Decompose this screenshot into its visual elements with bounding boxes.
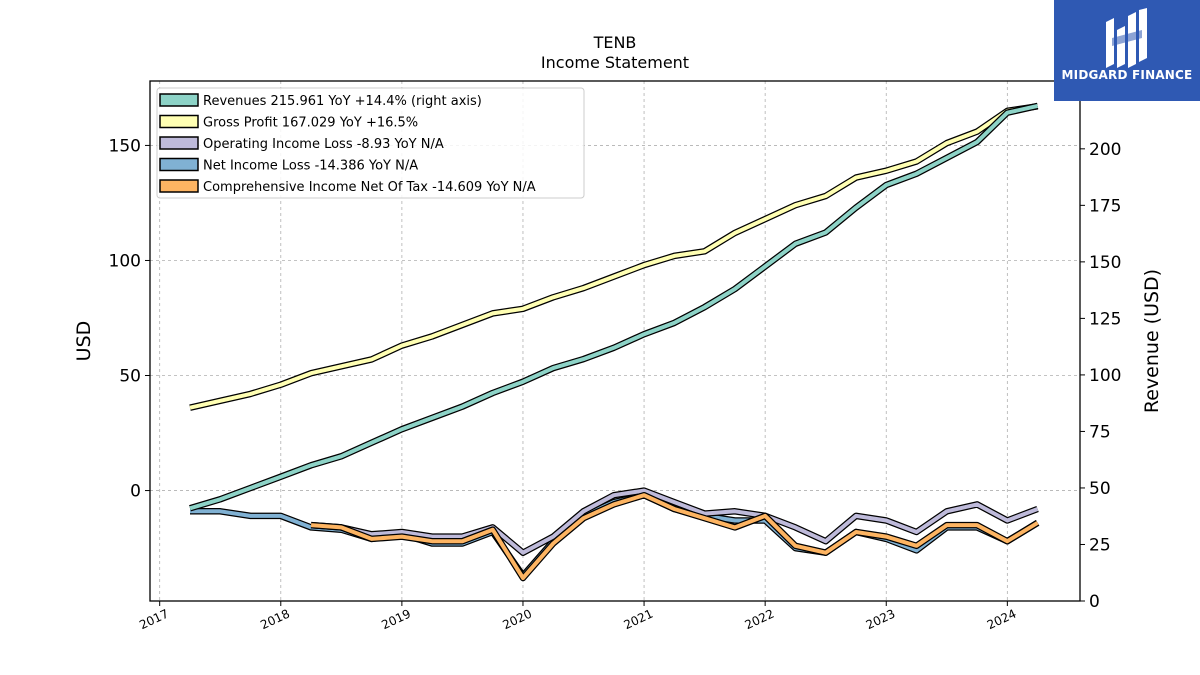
legend-box [156, 87, 585, 199]
legend-entry: Comprehensive Income Net Of Tax -14.609 … [203, 180, 536, 195]
y2-tick-label: 0 [1089, 592, 1100, 612]
y2-tick-label: 150 [1089, 253, 1121, 273]
y2-tick-label: 50 [1089, 479, 1111, 499]
legend-entry: Net Income Loss -14.386 YoY N/A [203, 159, 418, 174]
legend-entry: Operating Income Loss -8.93 YoY N/A [203, 137, 444, 152]
series-line-gross-profit [189, 104, 1038, 410]
chart-title: TENB [593, 33, 637, 52]
legend-swatch [159, 136, 199, 150]
y-tick-label: 0 [130, 482, 141, 502]
x-tick-label: 2024 [985, 607, 1019, 633]
midgard-logo-icon [1106, 8, 1147, 68]
logo-text: MIDGARD FINANCE [1061, 68, 1193, 82]
y-tick-label: 50 [119, 367, 141, 387]
y2-tick-label: 175 [1089, 196, 1121, 216]
x-tick-label: 2017 [137, 607, 171, 633]
legend-swatch [159, 179, 199, 193]
y2-tick-label: 75 [1089, 422, 1111, 442]
series-layer [189, 102, 1040, 582]
axes-layer: 0 50 100 150 2017 2018 2019 2020 2021 2022 2023 202… [109, 136, 1122, 632]
y-tick-label: 150 [109, 136, 141, 156]
legend: Revenues 215.961 YoY +14.4% (right axis)… [156, 87, 585, 199]
y2-tick-label: 25 [1089, 535, 1111, 555]
chart-subtitle: Income Statement [541, 53, 689, 72]
y2-tick-label: 125 [1089, 309, 1121, 329]
legend-swatch [159, 157, 199, 172]
x-tick-label: 2020 [500, 607, 534, 633]
x-tick-label: 2023 [864, 607, 898, 633]
legend-swatch [159, 114, 199, 129]
series-line-revenues [189, 103, 1039, 511]
y2-tick-label: 200 [1089, 140, 1121, 160]
legend-swatch [159, 93, 199, 107]
y-axis-label: USD [73, 321, 95, 362]
series-line-comprehensive-income-net-of-tax [310, 493, 1039, 580]
y2-axis-label: Revenue (USD) [1141, 269, 1163, 413]
x-tick-label: 2018 [258, 607, 292, 633]
y2-tick-label: 100 [1089, 366, 1121, 386]
midgard-finance-logo: MIDGARD FINANCE [1054, 0, 1200, 101]
y-tick-label: 100 [109, 251, 141, 271]
legend-entry: Gross Profit 167.029 YoY +16.5% [203, 116, 418, 131]
x-tick-label: 2021 [622, 607, 656, 633]
x-tick-label: 2019 [379, 607, 413, 633]
x-tick-label: 2022 [743, 607, 777, 633]
legend-entry: Revenues 215.961 YoY +14.4% (right axis) [203, 94, 482, 109]
series-line-operating-income-loss [310, 488, 1039, 555]
plot-frame [149, 80, 1081, 602]
